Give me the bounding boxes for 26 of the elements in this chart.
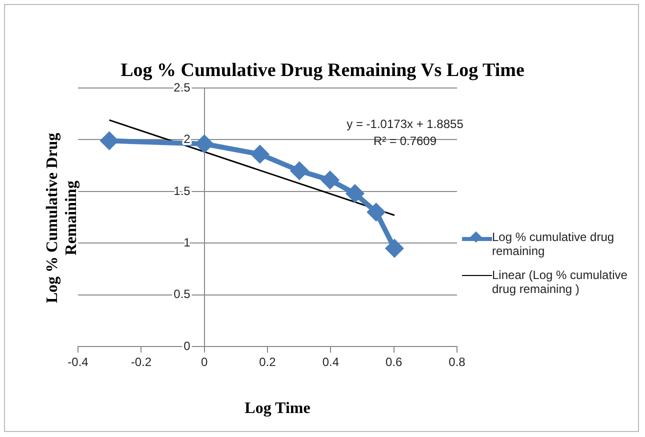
x-tick-label: 0.6 xyxy=(385,355,402,370)
point xyxy=(368,204,385,221)
annotation: R² = 0.7609 xyxy=(373,134,437,148)
x-tick-label: 0.4 xyxy=(322,355,340,370)
point xyxy=(322,172,339,189)
point xyxy=(290,162,308,180)
point xyxy=(100,132,118,150)
x-tick-label: 0 xyxy=(200,355,208,370)
annotation: y = -1.0173x + 1.8855 xyxy=(346,117,464,131)
y-tick-label: 2.5 xyxy=(174,80,191,94)
x-tick-label: 0.2 xyxy=(259,355,276,370)
point xyxy=(386,240,403,257)
point xyxy=(196,135,213,152)
y-tick-label: 0.5 xyxy=(174,287,191,302)
legend-label: Linear (Log % cumulative drug remaining ) xyxy=(492,268,628,296)
x-tick-label: 0.8 xyxy=(448,355,466,370)
y-tick-label: 1.5 xyxy=(174,184,191,198)
point xyxy=(251,146,268,163)
y-tick-label: 0 xyxy=(184,338,191,353)
y-axis-title: Log % Cumulative Drug Remaining xyxy=(43,132,81,306)
point xyxy=(346,185,364,202)
x-tick-label: -0.4 xyxy=(68,355,89,370)
chart-title: Log % Cumulative Drug Remaining Vs Log Time xyxy=(120,60,526,82)
x-axis-title: Log Time xyxy=(244,400,312,418)
x-tick-label: -0.2 xyxy=(130,355,152,370)
legend-label: Log % cumulative drug remaining xyxy=(492,230,616,258)
